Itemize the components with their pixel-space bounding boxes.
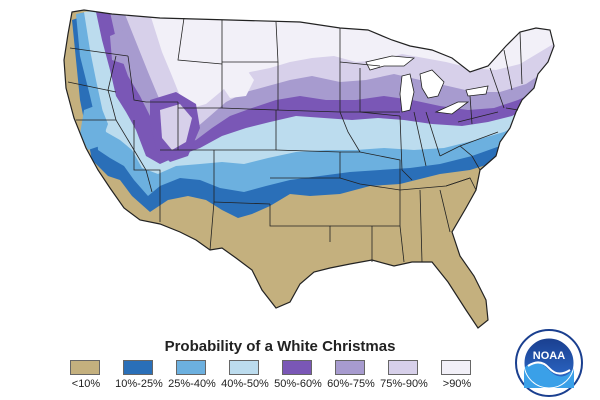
mountain-patch bbox=[160, 104, 192, 150]
legend-swatch bbox=[229, 360, 259, 375]
us-map bbox=[63, 9, 555, 329]
legend-swatch bbox=[441, 360, 471, 375]
legend: <10% 10%-25% 25%-40% 40%-50% 50%-60% 60%… bbox=[60, 360, 480, 396]
mountain-patch bbox=[222, 66, 254, 98]
legend-label: 40%-50% bbox=[221, 378, 269, 390]
legend-title: Probability of a White Christmas bbox=[164, 338, 396, 355]
legend-item-50-60: 50%-60% bbox=[272, 360, 324, 396]
legend-label: 10%-25% bbox=[115, 378, 163, 390]
legend-item-lt10: <10% bbox=[60, 360, 112, 396]
legend-label: >90% bbox=[442, 378, 472, 390]
legend-item-10-25: 10%-25% bbox=[113, 360, 165, 396]
legend-swatch bbox=[70, 360, 100, 375]
legend-swatch bbox=[388, 360, 418, 375]
legend-label: 25%-40% bbox=[168, 378, 216, 390]
legend-swatch bbox=[176, 360, 206, 375]
noaa-logo-icon: NOAA bbox=[515, 329, 583, 397]
lake-michigan bbox=[399, 73, 415, 113]
legend-item-75-90: 75%-90% bbox=[378, 360, 430, 396]
noaa-logo-text: NOAA bbox=[533, 350, 565, 362]
state-borders bbox=[63, 9, 555, 329]
legend-item-40-50: 40%-50% bbox=[219, 360, 271, 396]
lake-superior bbox=[365, 55, 416, 71]
lake-huron bbox=[419, 69, 445, 99]
legend-label: 50%-60% bbox=[274, 378, 322, 390]
mountain-patch bbox=[80, 104, 108, 150]
legend-item-25-40: 25%-40% bbox=[166, 360, 218, 396]
legend-swatch bbox=[123, 360, 153, 375]
legend-swatch bbox=[282, 360, 312, 375]
legend-item-gt90: >90% bbox=[431, 360, 483, 396]
legend-label: <10% bbox=[71, 378, 101, 390]
great-lakes bbox=[365, 55, 489, 115]
legend-item-60-75: 60%-75% bbox=[325, 360, 377, 396]
lake-erie bbox=[434, 101, 470, 115]
legend-swatch bbox=[335, 360, 365, 375]
lake-ontario bbox=[465, 85, 489, 97]
legend-label: 60%-75% bbox=[327, 378, 375, 390]
legend-label: 75%-90% bbox=[380, 378, 428, 390]
